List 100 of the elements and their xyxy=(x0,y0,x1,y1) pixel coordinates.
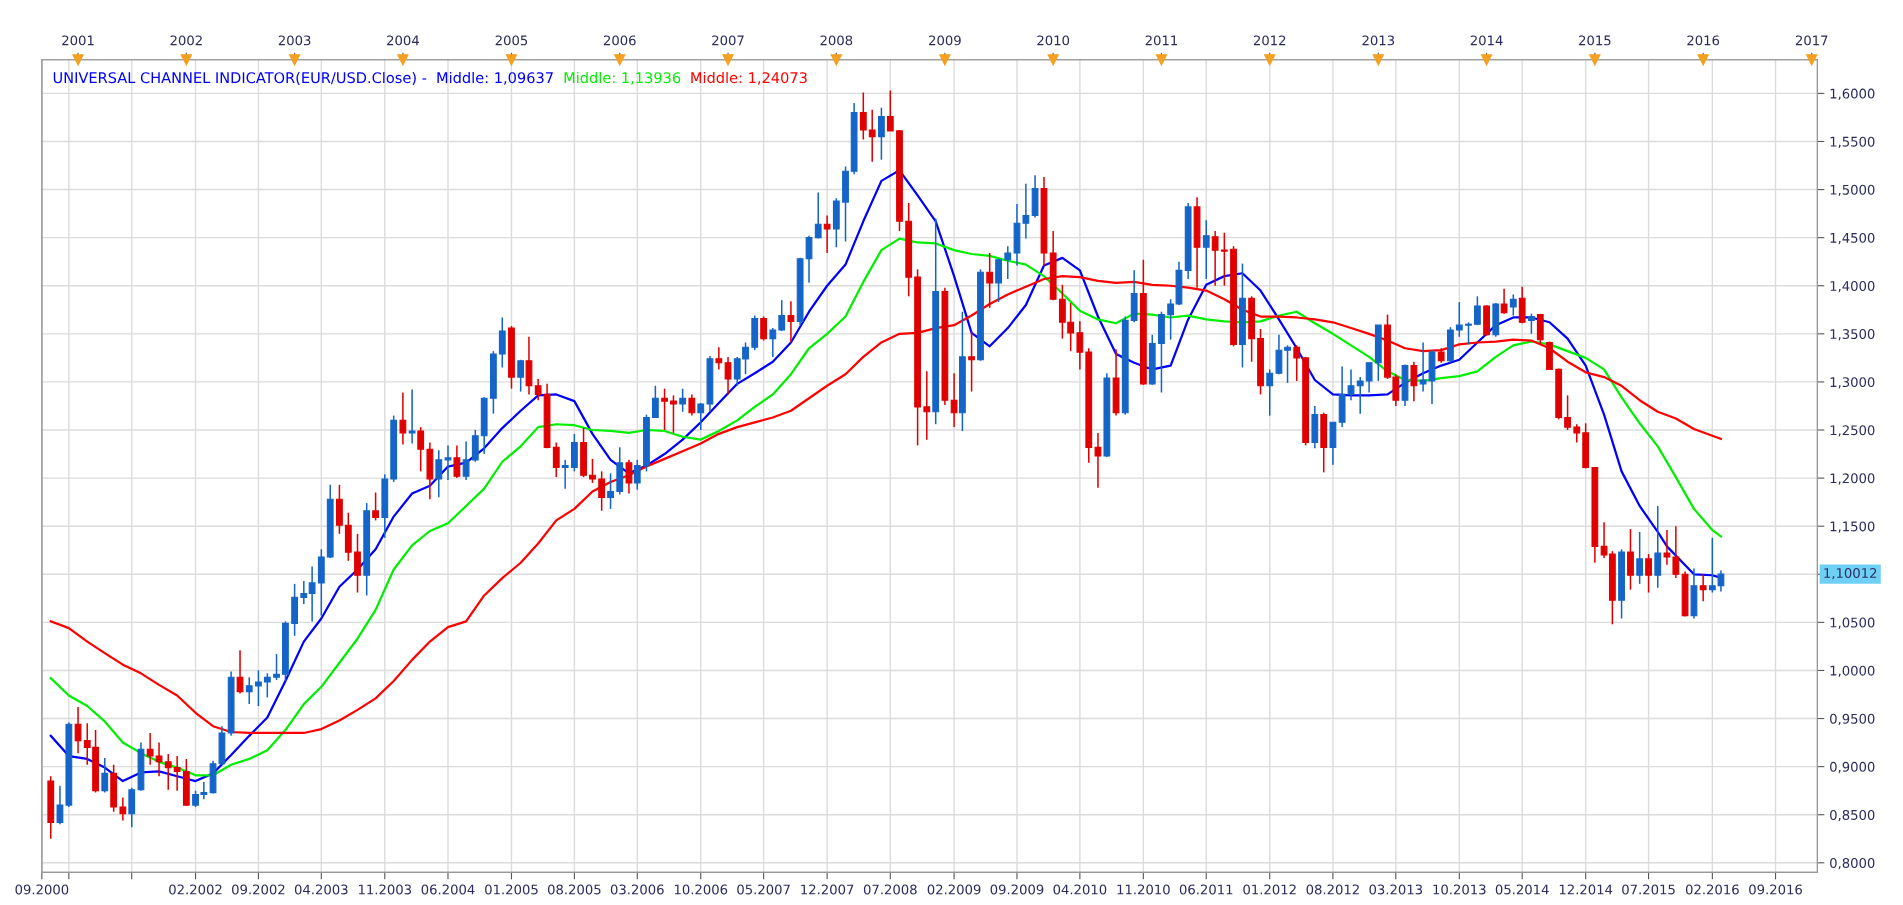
y-tick-label: 0,9000 xyxy=(1830,761,1875,774)
x-tick-label: 10.2013 xyxy=(1433,884,1486,895)
y-tick-label: 1,5000 xyxy=(1830,184,1875,197)
candlestick xyxy=(661,387,668,431)
x2-tick-label: 2001 xyxy=(62,35,94,46)
x2-tick-label: 2009 xyxy=(929,35,961,46)
candlestick xyxy=(1365,361,1373,394)
text: Middle: 1,09637 xyxy=(437,71,553,85)
x-tick-label: 01.2012 xyxy=(1243,884,1296,895)
candlestick xyxy=(886,89,894,132)
x-tick-label: 09.2002 xyxy=(232,884,285,895)
candlestick xyxy=(263,672,271,699)
candlestick xyxy=(1094,432,1102,489)
y-tick-label: 1,2000 xyxy=(1830,473,1875,485)
x2-tick-label: 2007 xyxy=(712,35,744,46)
candlestick xyxy=(444,444,452,481)
y-tick-label: 1,5500 xyxy=(1830,136,1875,149)
candlestick xyxy=(1500,287,1508,315)
candlestick xyxy=(399,391,407,446)
candlestick xyxy=(56,785,64,826)
text: Middle: 1,13936 xyxy=(564,71,681,85)
candlestick xyxy=(1465,321,1472,346)
x-tick-label: 08.2012 xyxy=(1306,884,1359,895)
candlestick xyxy=(146,732,154,766)
x2-tick-label: 2006 xyxy=(603,35,636,46)
y-tick-label: 0,9500 xyxy=(1830,713,1875,726)
y-tick-label: 1,3000 xyxy=(1830,377,1875,389)
y-tick-label: 0,8500 xyxy=(1830,809,1875,822)
x-tick-label: 11.2010 xyxy=(1117,884,1170,895)
x2-tick-label: 2016 xyxy=(1687,35,1720,46)
y-tick-label: 1,1500 xyxy=(1830,521,1875,533)
candlestick xyxy=(462,440,470,481)
y-tick-label: 0,8000 xyxy=(1830,858,1875,870)
candlestick xyxy=(769,327,777,358)
candlestick xyxy=(778,299,786,332)
text: UNIVERSAL CHANNEL INDICATOR(EUR/USD.Close) - xyxy=(53,71,427,85)
x-tick-label: 05.2007 xyxy=(737,884,790,895)
x-tick-label: 02.2016 xyxy=(1685,884,1739,895)
x2-tick-label: 2012 xyxy=(1253,35,1286,46)
candlestick xyxy=(1663,529,1671,566)
x-tick-label: 12.2014 xyxy=(1559,884,1613,895)
x2-tick-label: 2008 xyxy=(820,35,853,46)
candlestick xyxy=(607,472,614,510)
y-tick-label: 1,0000 xyxy=(1830,665,1875,677)
candlestick xyxy=(1419,341,1427,393)
candlestick xyxy=(1022,183,1030,240)
y-tick-label: 1,6000 xyxy=(1830,88,1875,100)
x-tick-label: 07.2008 xyxy=(863,884,917,895)
candlestick xyxy=(633,459,641,491)
candlestick xyxy=(598,470,606,512)
candlestick xyxy=(679,387,687,413)
candlestick xyxy=(101,757,109,794)
candlestick xyxy=(950,372,958,428)
candlestick xyxy=(1220,232,1228,287)
x2-tick-label: 2003 xyxy=(278,35,311,46)
candlestick xyxy=(1356,376,1364,415)
candlestick xyxy=(651,385,659,419)
candlestick xyxy=(697,402,705,431)
candlestick xyxy=(498,316,506,369)
candlestick xyxy=(1004,245,1012,280)
candlestick xyxy=(995,258,1002,303)
x-tick-label: 04.2010 xyxy=(1053,884,1107,895)
candlestick xyxy=(859,91,867,141)
candlestick xyxy=(354,533,361,594)
x-tick-label: 01.2005 xyxy=(485,884,538,895)
y-tick-label: 1,4000 xyxy=(1830,280,1875,293)
x-tick-label: 06.2011 xyxy=(1179,884,1233,895)
candlestick xyxy=(1211,230,1219,287)
candlestick xyxy=(923,370,931,441)
candlestick xyxy=(1347,368,1355,401)
x-tick-label: 02.2009 xyxy=(927,884,981,895)
x2-tick-label: 2011 xyxy=(1145,35,1178,46)
candlestick xyxy=(1266,368,1274,417)
candlestick xyxy=(1293,344,1301,382)
candlestick xyxy=(787,300,795,344)
candlestick xyxy=(1527,312,1535,335)
x2-tick-label: 2014 xyxy=(1470,35,1503,46)
candlestick xyxy=(245,676,253,705)
candlestick xyxy=(589,458,596,484)
candlestick xyxy=(534,378,542,401)
candlestick xyxy=(453,444,461,479)
x2-tick-label: 2017 xyxy=(1795,35,1828,46)
candlestick xyxy=(1645,553,1652,594)
candlestick xyxy=(1410,360,1418,402)
x-tick-label: 09.2000 xyxy=(15,884,69,895)
x-tick-label: 04.2003 xyxy=(294,884,348,895)
candlestick xyxy=(561,459,569,490)
x2-tick-label: 2005 xyxy=(495,35,528,46)
x-tick-label: 09.2016 xyxy=(1749,884,1802,895)
candlestick xyxy=(1654,505,1662,589)
x-tick-label: 11.2003 xyxy=(358,884,412,895)
candlestick xyxy=(968,330,975,393)
x-tick-label: 06.2004 xyxy=(421,884,475,895)
candlestick xyxy=(273,653,280,681)
x2-tick-label: 2004 xyxy=(387,35,419,46)
x-tick-label: 03.2013 xyxy=(1369,884,1423,895)
x-tick-label: 05.2014 xyxy=(1495,884,1549,895)
x-tick-label: 10.2006 xyxy=(674,884,728,895)
candlestick xyxy=(868,108,876,163)
candlestick xyxy=(1509,293,1517,317)
